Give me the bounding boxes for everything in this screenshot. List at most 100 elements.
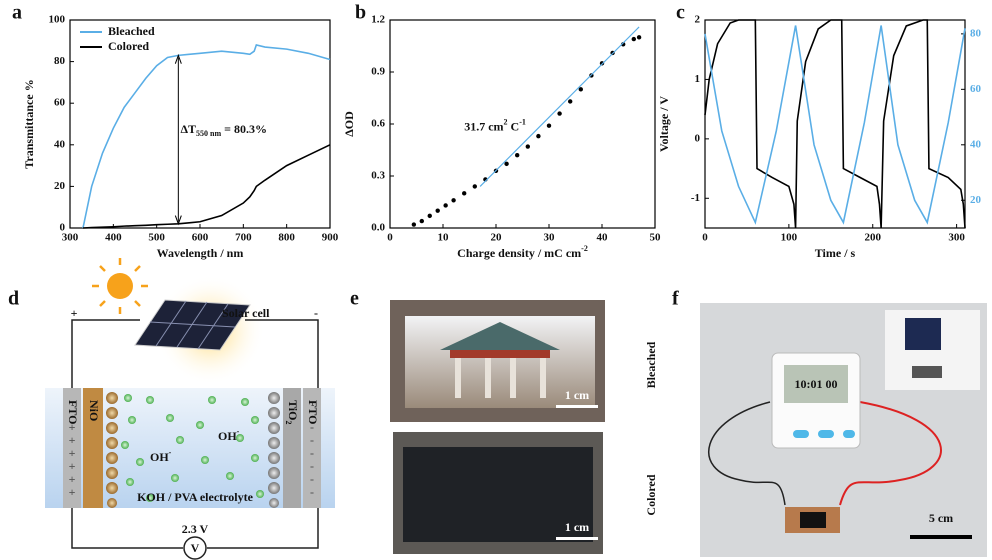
y-tick-label: 80 [54, 55, 66, 67]
ions [121, 394, 264, 502]
layer-label-part: FTO [66, 400, 80, 424]
voltmeter [183, 536, 207, 560]
x-axis-label-part: Charge density / mC cm [457, 246, 581, 260]
voltage-label: 2.3 V [182, 522, 209, 536]
pavilion-beam [450, 350, 550, 358]
fit-line [479, 26, 640, 187]
data-point [636, 35, 642, 40]
legend-label: Colored [108, 39, 149, 53]
tio2-layer [283, 388, 301, 508]
layer-label-part: NiO [87, 400, 101, 421]
data-point [546, 123, 552, 128]
y-tick-label: 0.3 [371, 170, 385, 182]
sun-rays [92, 258, 148, 314]
y-tick-label: 0 [695, 132, 701, 144]
y2-tick-label: 80 [970, 27, 982, 39]
x-tick-label: 0 [702, 232, 708, 244]
schematic [45, 258, 335, 560]
photo-device [700, 303, 987, 557]
y-tick-label: 2 [695, 14, 701, 26]
charge-minus: - [310, 472, 314, 486]
photo-scene [403, 447, 593, 542]
x-tick-label: 500 [148, 232, 165, 244]
layer-label-part: TiO [286, 400, 300, 420]
charge-plus: + [69, 472, 76, 486]
nio-particles [106, 392, 118, 508]
y-tick-label: 100 [49, 14, 66, 26]
data-point [568, 99, 573, 104]
layer-label: TiO2 [284, 400, 301, 424]
layer-label: FTO [306, 400, 320, 424]
device-window [800, 512, 826, 528]
timer-display: 10:01 00 [795, 377, 838, 391]
y-tick-label: 0.6 [371, 118, 385, 130]
x-tick-label: 300 [948, 232, 965, 244]
layer-label: NiO [87, 400, 101, 421]
y-tick-label: 1.2 [371, 14, 385, 26]
electrolyte-label: KOH / PVA electrolyte [137, 490, 254, 504]
fto-right [303, 388, 321, 508]
data-point [462, 191, 467, 196]
plus-terminal: + [71, 306, 78, 320]
inset-device [912, 366, 942, 378]
pavilion-roof [440, 322, 560, 350]
y-tick-label: 40 [54, 138, 66, 150]
x-axis-label-part: Wavelength / nm [157, 246, 244, 260]
y-axis-label-part: Voltage / V [657, 96, 671, 152]
legend-label: Bleached [108, 24, 155, 38]
photo-bleached [390, 300, 605, 422]
charge-minus: - [310, 446, 314, 460]
timer-buttons [793, 430, 855, 438]
ion-label: OH- [218, 427, 240, 442]
x-tick-label: 300 [62, 232, 79, 244]
y2-tick-label: 20 [970, 194, 982, 206]
data-point [472, 184, 477, 189]
black-wire [708, 401, 786, 506]
x-tick-label: 30 [544, 232, 556, 244]
x-tick-label: 100 [781, 232, 798, 244]
data-point [419, 218, 424, 224]
y-axis-label: Voltage / V [657, 96, 671, 152]
red-wire [839, 401, 942, 506]
panel-label: d [8, 288, 19, 310]
data-point [435, 208, 440, 213]
x-tick-label: 800 [278, 232, 295, 244]
charge-minus: - [310, 459, 314, 473]
layer-label: FTO [66, 400, 80, 424]
ion-label-part: OH [218, 429, 237, 443]
panel-label: c [676, 2, 685, 24]
panel-label: f [672, 288, 679, 310]
y-tick-label: -1 [691, 192, 700, 204]
charge-plus: + [69, 420, 76, 434]
annotation-part: 550 nm [196, 130, 221, 139]
timer-screen [784, 365, 848, 403]
charge-plus: + [69, 459, 76, 473]
scale-label: 1 cm [565, 388, 589, 402]
data-point [631, 36, 636, 42]
data-line [704, 25, 966, 225]
pavilion-columns [455, 358, 546, 398]
x-tick-label: 600 [192, 232, 209, 244]
panel-label: e [350, 288, 359, 310]
ion-label-part: - [169, 448, 172, 457]
ion-label-part: - [237, 427, 240, 436]
scale-bar [910, 535, 972, 539]
y-tick-label: 60 [54, 97, 66, 109]
fto-left [63, 388, 81, 508]
y2-tick-label: 40 [970, 138, 982, 150]
data-point [443, 203, 448, 208]
layer-label-part: 2 [284, 420, 293, 424]
y-tick-label: 0 [60, 222, 66, 234]
y-tick-label: 1 [695, 73, 701, 85]
annotation-part: 31.7 cm [464, 119, 503, 133]
x-axis-label-part: Time / s [815, 246, 856, 260]
charge-plus: + [69, 485, 76, 499]
solar-cell-label: Solar cell [222, 306, 270, 320]
data-line [82, 44, 331, 229]
x-tick-label: 700 [235, 232, 252, 244]
scale-label: 1 cm [565, 520, 589, 534]
x-axis-label-part: -2 [581, 244, 588, 253]
x-tick-label: 40 [597, 232, 609, 244]
y-tick-label: 20 [54, 180, 66, 192]
